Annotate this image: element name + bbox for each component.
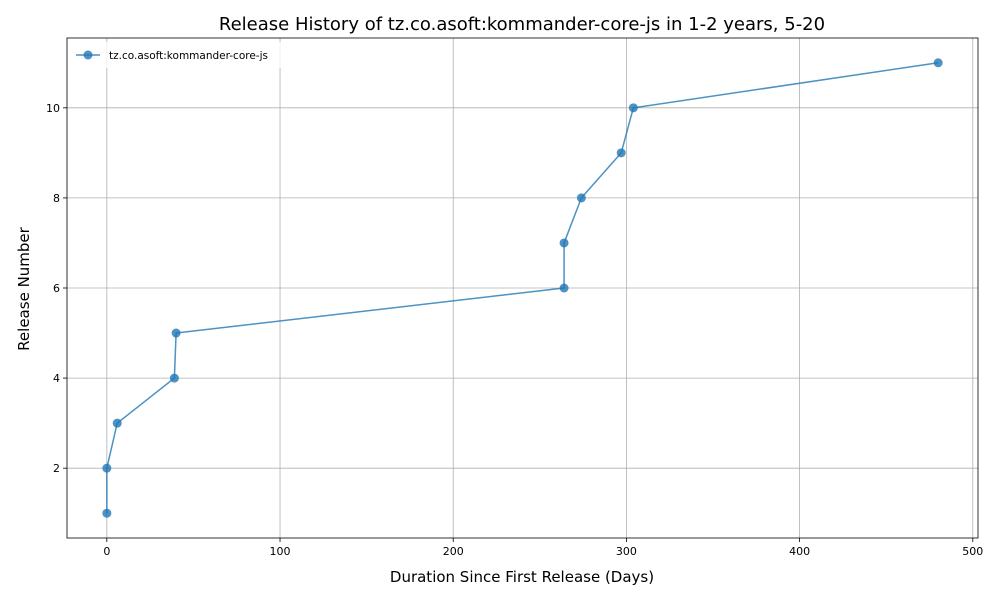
- y-tick-label: 8: [53, 192, 60, 205]
- x-tick-label: 500: [962, 545, 983, 558]
- x-tick-label: 300: [616, 545, 637, 558]
- data-point: [933, 58, 943, 68]
- data-point: [576, 193, 586, 203]
- data-point: [616, 148, 626, 158]
- data-point: [112, 418, 122, 428]
- grid: [67, 38, 978, 538]
- data-point: [102, 463, 112, 473]
- ticks: 0 100 200 300 400 500 2 4 6 8 10: [46, 102, 983, 558]
- x-tick-label: 100: [270, 545, 291, 558]
- x-tick-label: 200: [443, 545, 464, 558]
- legend-box: [70, 42, 290, 68]
- data-point: [559, 283, 569, 293]
- legend: tz.co.asoft:kommander-core-js: [70, 42, 290, 68]
- data-point: [171, 328, 181, 338]
- y-tick-label: 10: [46, 102, 60, 115]
- y-tick-label: 4: [53, 372, 60, 385]
- y-tick-label: 6: [53, 282, 60, 295]
- data-point: [102, 508, 112, 518]
- x-tick-label: 400: [789, 545, 810, 558]
- data-point: [169, 373, 179, 383]
- legend-entry-label: tz.co.asoft:kommander-core-js: [109, 50, 268, 62]
- legend-marker-swatch: [83, 50, 93, 60]
- y-axis-label: Release Number: [15, 226, 33, 350]
- x-axis-label: Duration Since First Release (Days): [390, 568, 654, 586]
- data-point: [628, 103, 638, 113]
- x-tick-label: 0: [103, 545, 110, 558]
- chart-title: Release History of tz.co.asoft:kommander…: [219, 14, 825, 35]
- series-layer: [102, 58, 943, 518]
- data-point: [559, 238, 569, 248]
- y-tick-label: 2: [53, 462, 60, 475]
